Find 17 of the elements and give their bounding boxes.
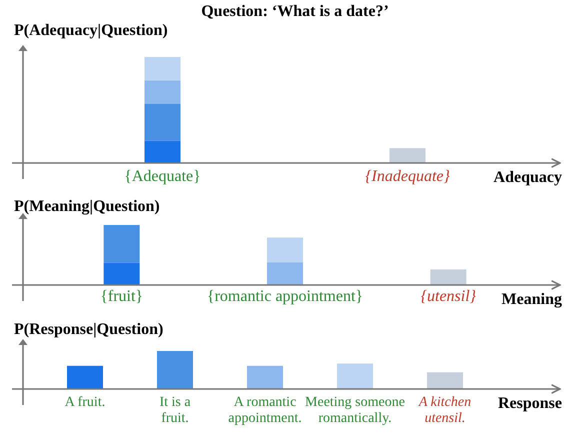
x-tick-label: {romantic appointment} bbox=[206, 288, 364, 305]
x-axis-title: Meaning bbox=[502, 291, 562, 308]
y-axis-title: P(Adequacy|Question) bbox=[14, 22, 168, 39]
y-axis-title: P(Response|Question) bbox=[14, 321, 164, 338]
x-axis-title: Response bbox=[498, 395, 562, 412]
y-axis-title: P(Meaning|Question) bbox=[14, 198, 160, 215]
x-tick-label: {utensil} bbox=[420, 288, 477, 305]
x-tick-label: A fruit. bbox=[64, 395, 106, 410]
chart-title: Question: ‘What is a date?’ bbox=[201, 3, 389, 20]
x-tick-label: {fruit} bbox=[100, 288, 144, 305]
x-tick-label: A kitchen utensil. bbox=[418, 395, 472, 426]
x-tick-label: A romantic appointment. bbox=[228, 395, 302, 426]
x-tick-label: {Adequate} bbox=[124, 168, 201, 185]
x-tick-label: It is a fruit. bbox=[159, 395, 192, 426]
x-axis-title: Adequacy bbox=[494, 169, 562, 186]
x-tick-label: {Inadequate} bbox=[365, 168, 450, 185]
x-tick-label: Meeting someone romantically. bbox=[305, 395, 405, 426]
